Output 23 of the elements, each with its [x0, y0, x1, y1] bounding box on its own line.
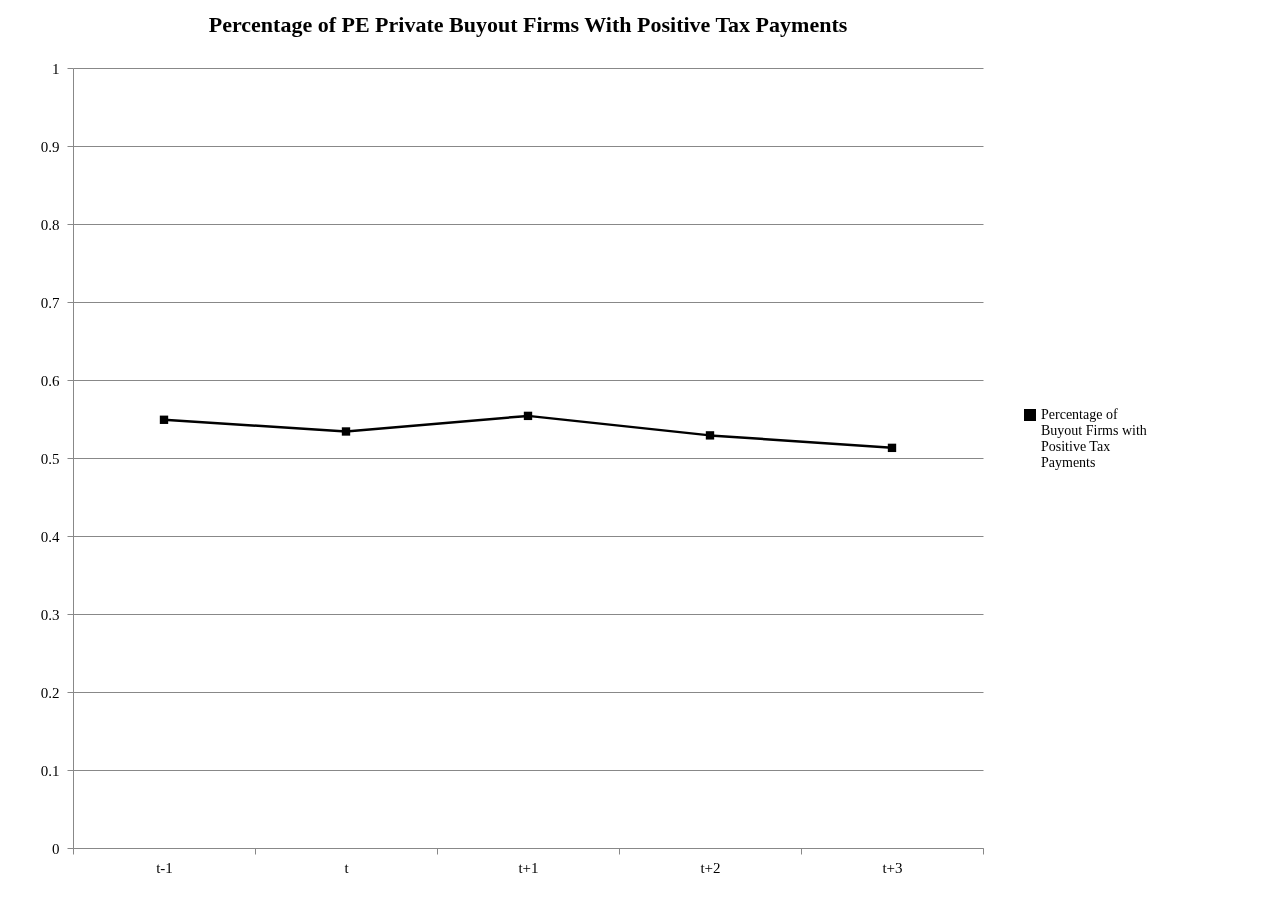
point: [887, 443, 897, 453]
chart-title: Percentage of PE Private Buyout Firms With Positive Tax Payments: [208, 12, 848, 37]
y-tick-label: 0.5: [40, 450, 60, 467]
y-tick-label: 0.8: [40, 216, 60, 233]
y-tick-label: 0.3: [40, 606, 60, 623]
y-tick-label: 0.6: [40, 372, 60, 389]
y-tick-label: 1: [52, 60, 60, 77]
legend-label: Percentage of Buyout Firms with Positive Tax Payments: [1041, 407, 1147, 470]
y-tick-label: 0.9: [40, 138, 60, 155]
x-tick-label: t: [344, 859, 350, 876]
point: [705, 431, 715, 440]
x-tick-label: t-1: [156, 859, 173, 876]
x-tick-label: t+1: [518, 859, 539, 876]
point: [341, 427, 351, 436]
x-tick-label: t+3: [882, 859, 903, 876]
point: [523, 411, 533, 421]
y-tick-label: 0.2: [40, 684, 60, 701]
y-tick-label: 0.4: [40, 528, 60, 545]
x-tick-label: t+2: [700, 859, 721, 876]
y-tick-label: 0.7: [40, 294, 60, 311]
y-tick-label: 0: [52, 840, 60, 857]
point: [159, 415, 169, 424]
y-tick-label: 0.1: [40, 762, 60, 779]
